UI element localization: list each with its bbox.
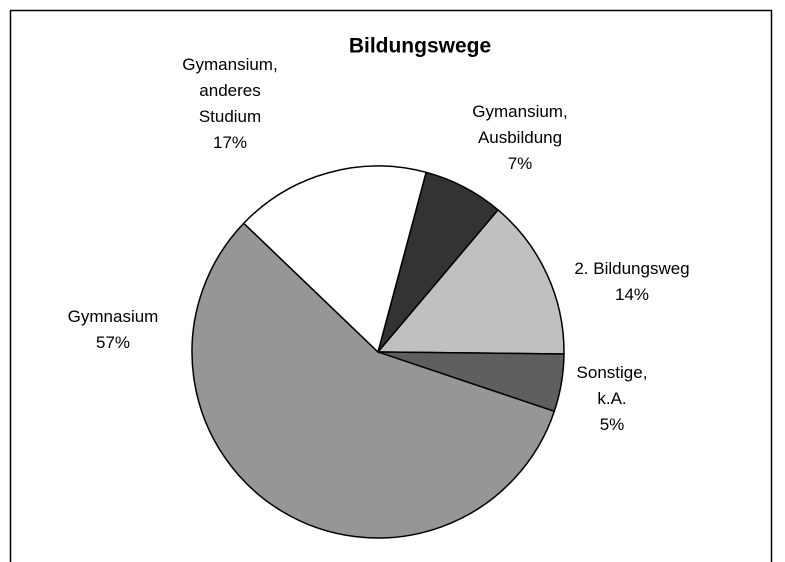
slice-value-label: 17% — [213, 133, 247, 152]
slice-label-line: 2. Bildungsweg — [574, 259, 689, 278]
slice-label-line: Studium — [199, 107, 261, 126]
slice-label: Gymansium, Ausbildung 7% — [472, 102, 567, 173]
slice-value-label: 14% — [615, 285, 649, 304]
slice-value-label: 5% — [600, 415, 625, 434]
slice-label: 2. Bildungsweg 14% — [574, 259, 689, 304]
slice-label: Gymansium, anderes Studium 17% — [182, 55, 277, 152]
chart-title: Bildungswege — [349, 35, 491, 58]
slice-value-label: 7% — [508, 154, 533, 173]
slice-label: Sonstige, k.A. 5% — [577, 363, 648, 434]
slice-label-line: Ausbildung — [478, 128, 562, 147]
pie-slice — [191, 222, 556, 539]
slice-label-line: anderes — [199, 81, 260, 100]
slice-label-line: Sonstige, — [577, 363, 648, 382]
slice-label-line: Gymnasium — [68, 307, 159, 326]
slice-label-line: Gymansium, — [182, 55, 277, 74]
slice-label-line: k.A. — [597, 389, 626, 408]
pie-slice — [242, 165, 428, 354]
slice-label: Gymnasium 57% — [68, 307, 159, 352]
chart-frame — [9, 9, 773, 562]
slice-value-label: 57% — [96, 333, 130, 352]
pie-slice — [376, 208, 565, 355]
slice-label-line: Gymansium, — [472, 102, 567, 121]
